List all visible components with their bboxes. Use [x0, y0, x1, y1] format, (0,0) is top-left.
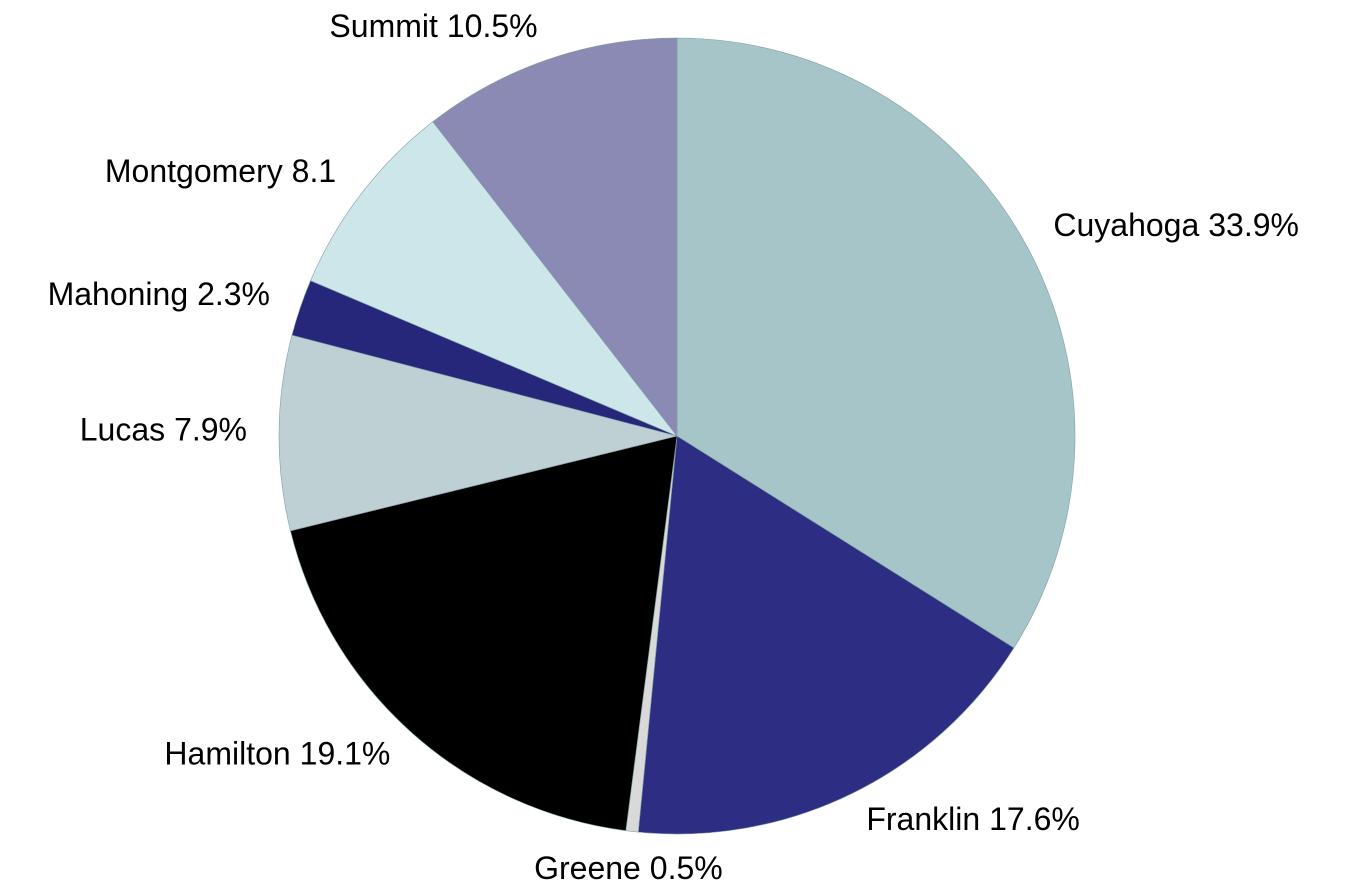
- label-value: 7.9%: [174, 412, 247, 448]
- label-category: Montgomery: [105, 153, 283, 189]
- pie-slice: [676, 37, 1076, 649]
- pie-slice: [290, 435, 678, 832]
- label-category: Lucas: [80, 412, 165, 448]
- label-category: Mahoning: [48, 277, 189, 313]
- label-category: Cuyahoga: [1053, 208, 1199, 244]
- label-category: Greene: [534, 851, 641, 887]
- pie-slice: [278, 334, 678, 532]
- label-value: 0.5%: [650, 851, 723, 887]
- data-label: Montgomery 8.1: [105, 153, 336, 189]
- pie-slice: [310, 121, 678, 437]
- label-value: 10.5%: [447, 9, 538, 45]
- data-label: Lucas 7.9%: [80, 412, 247, 448]
- data-label: Summit 10.5%: [329, 9, 537, 45]
- data-label: Hamilton 19.1%: [164, 736, 390, 772]
- data-label: Cuyahoga 33.9%: [1053, 208, 1299, 244]
- pie-slice: [432, 37, 678, 437]
- data-label: Franklin 17.6%: [866, 802, 1080, 838]
- label-value: 33.9%: [1208, 208, 1299, 244]
- label-value: 19.1%: [300, 736, 391, 772]
- label-category: Hamilton: [164, 736, 290, 772]
- data-label: Mahoning 2.3%: [48, 277, 270, 313]
- data-label: Greene 0.5%: [534, 851, 723, 887]
- label-value: 8.1: [292, 153, 336, 189]
- label-category: Franklin: [866, 802, 980, 838]
- label-value: 2.3%: [197, 277, 270, 313]
- pie-slice: [637, 435, 1015, 835]
- label-value: 17.6%: [989, 802, 1080, 838]
- label-category: Summit: [329, 9, 438, 45]
